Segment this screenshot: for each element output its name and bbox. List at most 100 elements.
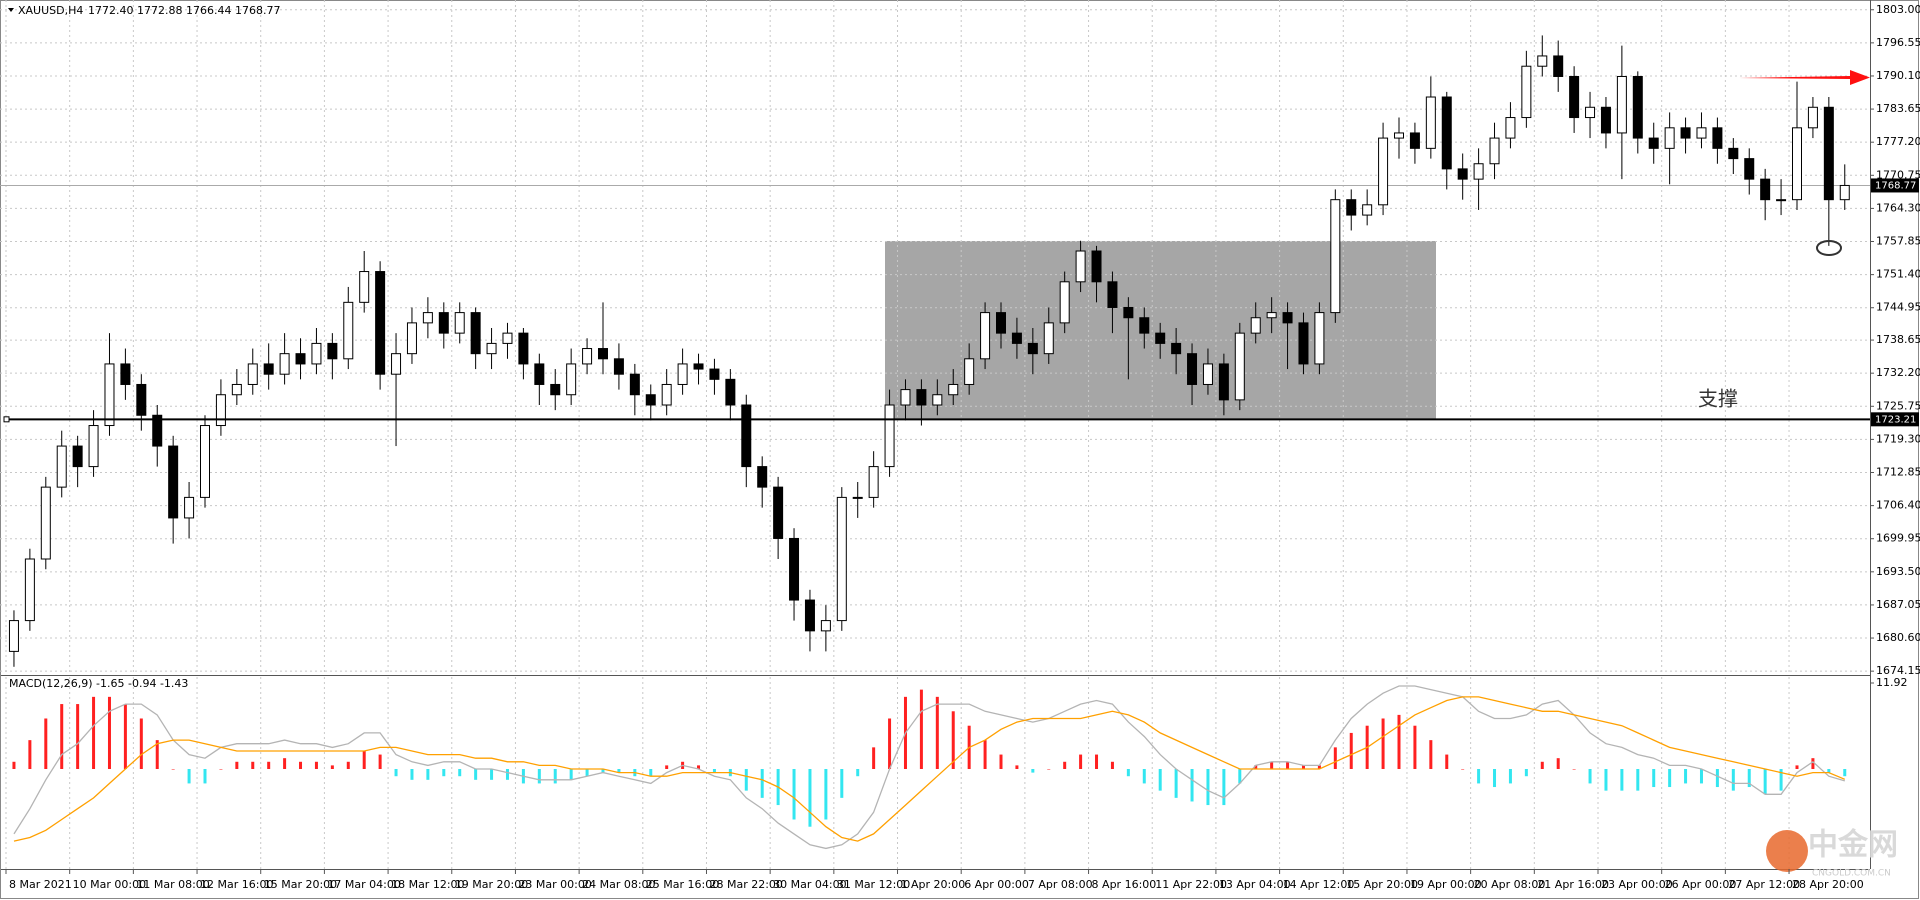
y-tick-label: 1719.30 bbox=[1876, 432, 1920, 445]
candle-body bbox=[566, 363, 577, 396]
y-tick-label: 1732.20 bbox=[1876, 366, 1920, 379]
candle-body bbox=[868, 466, 879, 498]
macd-bar bbox=[107, 696, 111, 769]
candle-body bbox=[327, 342, 338, 360]
macd-bar bbox=[28, 740, 32, 769]
macd-bar bbox=[394, 769, 398, 777]
candle-body bbox=[406, 322, 417, 355]
macd-line bbox=[13, 696, 1846, 842]
candle-body bbox=[104, 363, 115, 427]
candle-body bbox=[996, 312, 1006, 334]
macd-bar bbox=[76, 704, 80, 769]
macd-bar bbox=[999, 754, 1003, 769]
macd-bar bbox=[569, 769, 573, 780]
macd-bar bbox=[171, 769, 175, 770]
candle-body bbox=[964, 358, 975, 385]
macd-bar bbox=[490, 769, 494, 780]
y-tick-label: 1770.75 bbox=[1876, 168, 1920, 181]
macd-bar bbox=[1222, 769, 1226, 806]
candle-body bbox=[741, 404, 752, 468]
macd-bar bbox=[1461, 769, 1465, 770]
ohlc: 1772.40 1772.88 1766.44 1768.77 bbox=[88, 4, 280, 17]
x-tick-label: 10 Mar 00:00 bbox=[73, 878, 146, 891]
macd-bar bbox=[458, 769, 462, 777]
candle-body bbox=[1043, 322, 1054, 355]
macd-bar bbox=[474, 769, 478, 780]
candle-body bbox=[72, 445, 83, 468]
macd-line bbox=[13, 685, 1845, 850]
candle-body bbox=[8, 620, 19, 652]
candle-body bbox=[852, 496, 863, 499]
candle-body bbox=[263, 363, 274, 375]
macd-bar bbox=[951, 711, 955, 769]
candle-body bbox=[1155, 332, 1166, 344]
x-tick-label: 26 Apr 00:00 bbox=[1665, 878, 1737, 891]
x-tick-label: 12 Mar 16:00 bbox=[200, 878, 273, 891]
macd-bar bbox=[601, 769, 605, 773]
macd-bar bbox=[251, 761, 255, 769]
macd-bar bbox=[1015, 765, 1019, 769]
candle-body bbox=[1075, 250, 1086, 283]
candle-body bbox=[1521, 65, 1532, 119]
x-tick-label: 15 Apr 20:00 bbox=[1346, 878, 1418, 891]
macd-bar bbox=[1158, 769, 1162, 791]
candle-body bbox=[598, 348, 608, 360]
candle-body bbox=[661, 383, 672, 406]
macd-bar bbox=[760, 769, 764, 798]
macd-title: MACD(12,26,9) -1.65 -0.94 -1.43 bbox=[9, 677, 188, 690]
x-tick-label: 27 Apr 12:00 bbox=[1728, 878, 1800, 891]
x-tick-label: 20 Apr 08:00 bbox=[1474, 878, 1546, 891]
macd-bar bbox=[1397, 714, 1401, 769]
candle-body bbox=[184, 496, 195, 519]
y-tick-label: 1674.15 bbox=[1876, 664, 1920, 677]
macd-bar bbox=[1747, 769, 1751, 788]
candle-body bbox=[486, 342, 497, 355]
x-tick-label: 11 Apr 22:00 bbox=[1155, 878, 1227, 891]
x-tick-label: 18 Mar 12:00 bbox=[391, 878, 464, 891]
y-tick-label: 1783.65 bbox=[1876, 102, 1920, 115]
macd-bar bbox=[649, 769, 653, 777]
candle-body bbox=[343, 301, 354, 360]
candle-body bbox=[725, 378, 736, 406]
candle-body bbox=[375, 271, 386, 375]
candle-body bbox=[1823, 106, 1834, 201]
candle-body bbox=[391, 353, 402, 375]
candle-body bbox=[550, 383, 561, 396]
candle-body bbox=[1107, 281, 1118, 308]
candle-body bbox=[1632, 75, 1643, 139]
candle-body bbox=[1314, 312, 1325, 365]
x-tick-label: 25 Mar 16:00 bbox=[646, 878, 719, 891]
y-tick-label: 1751.40 bbox=[1876, 268, 1920, 281]
candle-body bbox=[1680, 127, 1691, 139]
candle-body bbox=[88, 425, 99, 468]
candle-body bbox=[1298, 322, 1309, 365]
macd-bar bbox=[1095, 754, 1099, 769]
macd-bar bbox=[1333, 747, 1337, 769]
macd-bar bbox=[1047, 769, 1051, 770]
candle-body bbox=[789, 537, 800, 601]
watermark-name: 中金网 bbox=[1808, 828, 1898, 863]
macd-bar bbox=[1063, 761, 1067, 769]
x-tick-label: 15 Mar 20:00 bbox=[264, 878, 337, 891]
macd-bar bbox=[585, 769, 589, 777]
candle-body bbox=[1537, 55, 1548, 67]
marks bbox=[8, 35, 1850, 850]
candle-body bbox=[152, 414, 163, 447]
macd-bar bbox=[1110, 761, 1114, 769]
macd-bar bbox=[1540, 761, 1544, 769]
candle-body bbox=[1187, 353, 1198, 385]
candle-body bbox=[1202, 363, 1213, 385]
candle-body bbox=[1744, 158, 1755, 180]
candle-body bbox=[454, 312, 465, 334]
macd-bar bbox=[919, 689, 923, 769]
candle-body bbox=[1616, 75, 1627, 134]
macd-bar bbox=[1652, 769, 1656, 788]
macd-bar bbox=[346, 761, 350, 769]
macd-bar bbox=[1493, 769, 1497, 788]
macd-bar bbox=[856, 769, 860, 777]
x-tick-label: 14 Apr 12:00 bbox=[1283, 878, 1355, 891]
macd-bar bbox=[1254, 765, 1258, 769]
candle-body bbox=[1409, 132, 1420, 149]
candle-body bbox=[279, 353, 290, 375]
candle-body bbox=[1282, 312, 1293, 324]
